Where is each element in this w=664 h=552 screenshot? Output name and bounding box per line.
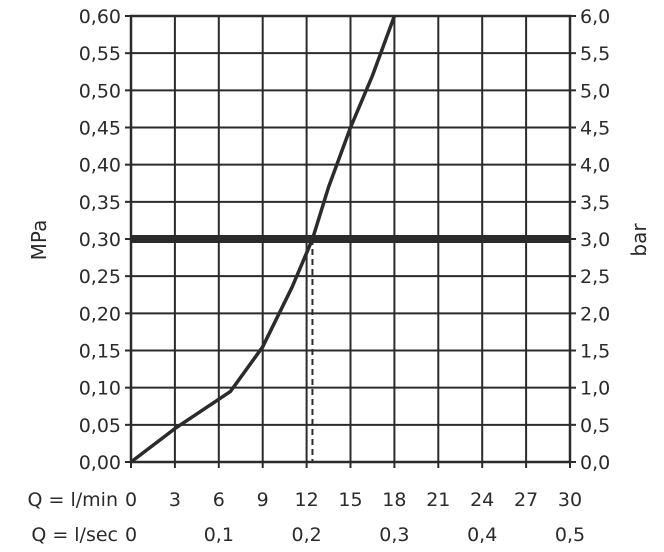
left-tick-label: 0,20 xyxy=(79,303,121,325)
left-axis-label: MPa xyxy=(27,220,51,261)
left-tick-label: 0,60 xyxy=(79,6,121,28)
left-tick-label: 0,10 xyxy=(79,378,121,400)
right-tick-label: 3,0 xyxy=(580,229,610,251)
x-axis-rows: Q = l/min 0 3 6 9 12 15 18 21 24 27 30 Q = l/sec 0 0,1… xyxy=(28,462,585,546)
left-tick-label: 0,55 xyxy=(79,43,121,65)
left-tick-label: 0,05 xyxy=(79,415,121,437)
x-tick-label: 12 xyxy=(295,489,319,511)
left-tick-label: 0,50 xyxy=(79,80,121,102)
left-tick-label: 0,35 xyxy=(79,192,121,214)
x-tick-label: 6 xyxy=(213,489,225,511)
x-tick-label: 0,2 xyxy=(291,524,321,546)
x-tick-label: 0,5 xyxy=(555,524,585,546)
x-tick-label: 0,4 xyxy=(467,524,497,546)
series-line xyxy=(129,15,397,464)
left-tick-label: 0,40 xyxy=(79,155,121,177)
x-tick-label: 0,1 xyxy=(204,524,234,546)
x-axis-prefix: Q = l/min xyxy=(28,489,118,511)
x-tick-label: 18 xyxy=(382,489,406,511)
x-tick-label: 3 xyxy=(169,489,181,511)
right-tick-label: 4,5 xyxy=(580,118,610,140)
x-tick-label: 27 xyxy=(514,489,538,511)
x-tick-label: 0 xyxy=(125,524,137,546)
right-tick-label: 2,5 xyxy=(580,266,610,288)
right-axis-label: bar xyxy=(627,223,651,257)
right-tick-label: 2,0 xyxy=(580,303,610,325)
reference-line-group xyxy=(131,235,570,462)
left-tick-label: 0,30 xyxy=(79,229,121,251)
x-tick-label: 24 xyxy=(470,489,494,511)
right-tick-label: 3,5 xyxy=(580,192,610,214)
left-tick-label: 0,15 xyxy=(79,341,121,363)
right-axis-ticks: 0,0 0,5 1,0 1,5 2,0 2,5 3,0 3,5 4,0 4,5 5,0 5,5 6,0 xyxy=(570,6,610,474)
x-tick-label: 0,3 xyxy=(379,524,409,546)
x-tick-label: 21 xyxy=(426,489,450,511)
right-tick-label: 5,5 xyxy=(580,43,610,65)
x-tick-label: 15 xyxy=(338,489,362,511)
right-tick-label: 1,5 xyxy=(580,341,610,363)
series-group xyxy=(129,15,397,464)
left-axis-ticks: 0,00 0,05 0,10 0,15 0,20 0,25 0,30 0,35 0,40 0,45… xyxy=(79,6,131,474)
x-axis-prefix: Q = l/sec xyxy=(31,524,118,546)
x-tick-label: 30 xyxy=(558,489,582,511)
right-tick-label: 5,0 xyxy=(580,80,610,102)
left-tick-label: 0,25 xyxy=(79,266,121,288)
right-tick-label: 4,0 xyxy=(580,155,610,177)
right-tick-label: 1,0 xyxy=(580,378,610,400)
right-tick-label: 0,5 xyxy=(580,415,610,437)
right-tick-label: 0,0 xyxy=(580,452,610,474)
right-tick-label: 6,0 xyxy=(580,6,610,28)
left-tick-label: 0,00 xyxy=(79,452,121,474)
x-tick-label: 9 xyxy=(257,489,269,511)
left-tick-label: 0,45 xyxy=(79,118,121,140)
x-tick-label: 0 xyxy=(125,489,137,511)
